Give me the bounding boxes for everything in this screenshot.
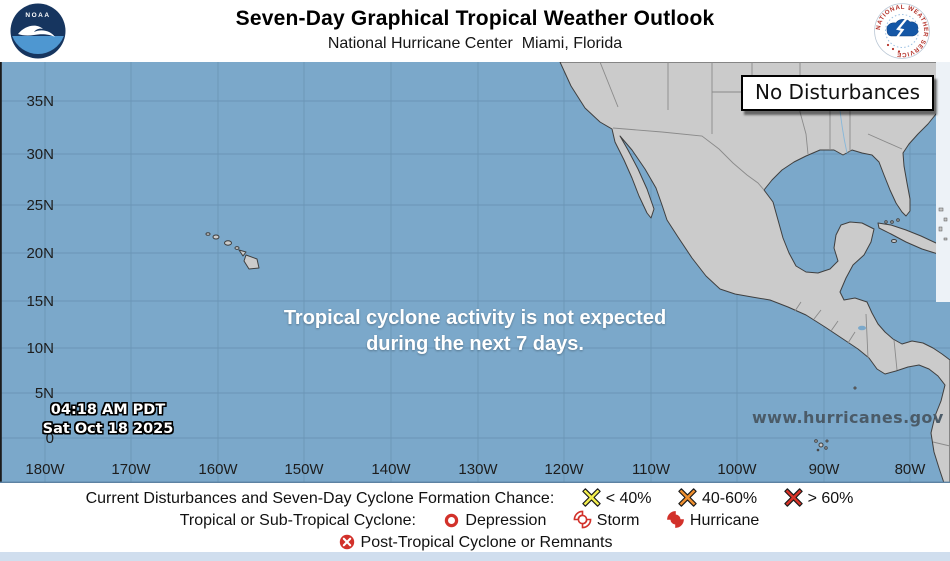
bahamas-islands (938, 207, 948, 241)
header-titles: Seven-Day Graphical Tropical Weather Out… (0, 7, 950, 53)
hurricane-icon (667, 511, 684, 528)
legend-formation-label: Current Disturbances and Seven-Day Cyclo… (85, 490, 555, 507)
lat-label-10n: 10N (26, 340, 54, 357)
lon-label-180w: 180W (25, 461, 65, 478)
cocos-island (853, 386, 857, 390)
x-icon-red (783, 488, 803, 507)
nws-tick-ring (885, 14, 919, 48)
cuba-island (877, 222, 950, 260)
lon-label-160w: 160W (198, 461, 238, 478)
lon-label-150w: 150W (284, 461, 324, 478)
legend-item-40-60: 40-60% (678, 488, 762, 507)
noaa-logo-text: NOAA (25, 12, 50, 19)
nws-lightning-icon (893, 17, 908, 43)
lat-label-20n: 20N (26, 245, 54, 262)
outlook-message-line2: during the next 7 days. (366, 333, 584, 355)
lat-label-5n: 5N (35, 385, 54, 402)
post-tropical-icon (339, 534, 354, 550)
isla-juventud (891, 239, 897, 243)
lon-label-80w: 80W (895, 461, 927, 478)
lat-label-25n: 25N (26, 197, 54, 214)
nws-cloud-icon (886, 19, 919, 37)
basemap: 35N 30N 25N 20N 15N 10N 5N 0 180W 170W 1… (0, 62, 950, 483)
lat-label-30n: 30N (26, 146, 54, 163)
galapagos-islands (814, 439, 829, 452)
timestamp: 04:18 AM PDT Sat Oct 18 2025 (38, 401, 178, 439)
longitude-labels: 180W 170W 160W 150W 140W 130W 120W 110W … (25, 461, 926, 478)
latitude-labels: 35N 30N 25N 20N 15N 10N 5N 0 (26, 93, 54, 447)
hawaiian-islands (205, 232, 260, 270)
lake-nicaragua (858, 325, 866, 331)
timestamp-date: Sat Oct 18 2025 (42, 421, 174, 437)
status-badge: No Disturbances (741, 75, 935, 111)
header: NOAA Seven-Day Graphical Tropical Weathe… (0, 0, 950, 62)
legend-item-label: 40-60% (701, 490, 758, 507)
north-america-landmass (559, 62, 950, 483)
page-title: Seven-Day Graphical Tropical Weather Out… (235, 7, 715, 30)
legend-item-label: Hurricane (689, 512, 760, 529)
nws-dot (891, 47, 895, 51)
footer-strip (0, 552, 950, 561)
outlook-message: Tropical cyclone activity is not expecte… (0, 305, 950, 357)
outlook-message-line1: Tropical cyclone activity is not expecte… (283, 307, 667, 329)
lon-label-120w: 120W (544, 461, 584, 478)
legend-item-depression: Depression (443, 512, 550, 529)
storm-icon (573, 510, 592, 529)
legend-item-label: Post-Tropical Cyclone or Remnants (360, 534, 613, 551)
lon-label-100w: 100W (717, 461, 757, 478)
legend-line-formation-chance: Current Disturbances and Seven-Day Cyclo… (0, 488, 950, 510)
timestamp-time: 04:18 AM PDT (50, 402, 166, 418)
legend: Current Disturbances and Seven-Day Cyclo… (0, 483, 950, 552)
legend-item-label: Depression (465, 512, 547, 529)
page-subtitle: National Hurricane Center Miami, Florida (327, 35, 623, 52)
nws-dot (897, 50, 901, 53)
legend-item-label: Storm (596, 512, 640, 529)
legend-line-cyclone-types: Tropical or Sub-Tropical Cyclone: Depres… (0, 510, 950, 532)
depression-icon (445, 513, 459, 528)
x-icon-yellow (581, 488, 601, 507)
map-bottom-edge (0, 481, 950, 483)
legend-item-label: < 40% (605, 490, 652, 507)
legend-item-gt60: > 60% (783, 488, 854, 507)
noaa-gull-icon (18, 25, 55, 37)
x-icon-orange (678, 488, 697, 507)
atlantic-basin-mask (936, 62, 950, 302)
lat-label-15n: 15N (26, 293, 54, 310)
legend-item-post-tropical: Post-Tropical Cyclone or Remnants (338, 534, 613, 551)
map-left-edge (0, 62, 2, 483)
legend-cyclone-label: Tropical or Sub-Tropical Cyclone: (179, 512, 416, 529)
florida-keys (884, 218, 900, 224)
legend-line-post-tropical: Post-Tropical Cyclone or Remnants (0, 532, 950, 554)
nws-dot (886, 43, 890, 47)
legend-item-storm: Storm (573, 510, 644, 529)
legend-item-label: > 60% (807, 490, 854, 507)
noaa-logo-sea (12, 36, 64, 54)
map-area[interactable]: 35N 30N 25N 20N 15N 10N 5N 0 180W 170W 1… (0, 62, 950, 483)
lat-label-0: 0 (46, 430, 54, 447)
noaa-logo: NOAA (10, 3, 66, 59)
legend-item-hurricane: Hurricane (666, 511, 760, 529)
legend-item-lt40: < 40% (581, 488, 656, 507)
lon-label-90w: 90W (809, 461, 841, 478)
lon-label-170w: 170W (111, 461, 151, 478)
lon-label-140w: 140W (371, 461, 411, 478)
lat-label-35n: 35N (26, 93, 54, 110)
watermark: www.hurricanes.gov (752, 408, 944, 427)
nws-logo: NATIONAL WEATHER SERVICE (874, 3, 930, 59)
lon-label-130w: 130W (458, 461, 498, 478)
lon-label-110w: 110W (632, 461, 671, 478)
